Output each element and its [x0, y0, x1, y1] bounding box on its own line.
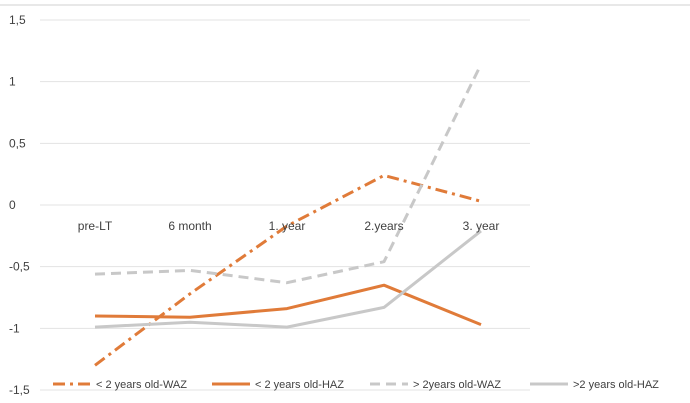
x-category-label: 3. year [463, 219, 500, 233]
y-tick-label: -1,5 [9, 383, 30, 397]
legend-label: < 2 years old-WAZ [96, 379, 187, 391]
x-category-label: pre-LT [78, 219, 113, 233]
series-line-4 [94, 229, 482, 329]
category-labels: pre-LT 6 month 1. year 2.years 3. year [78, 219, 500, 233]
series-line-1 [94, 173, 482, 367]
legend-label: >2 years old-HAZ [573, 379, 659, 391]
y-tick-label: -0,5 [9, 260, 30, 274]
series-line-3 [94, 63, 483, 285]
legend: < 2 years old-WAZ < 2 years old-HAZ > 2yea… [53, 379, 659, 391]
series-lines [94, 63, 483, 367]
x-category-label: 2.years [364, 219, 403, 233]
y-tick-label: 0,5 [9, 136, 26, 150]
y-tick-label: -1 [9, 321, 20, 335]
y-tick-labels: 1,5 1 0,5 0 -0,5 -1 -1,5 [9, 13, 30, 397]
gridlines [40, 19, 530, 391]
series-line-2 [94, 283, 482, 326]
y-tick-label: 1,5 [9, 13, 26, 27]
x-category-label: 6 month [168, 219, 211, 233]
y-tick-label: 1 [9, 75, 16, 89]
legend-label: > 2years old-WAZ [413, 379, 501, 391]
legend-label: < 2 years old-HAZ [255, 379, 344, 391]
y-tick-label: 0 [9, 198, 16, 212]
x-category-label: 1. year [269, 219, 306, 233]
